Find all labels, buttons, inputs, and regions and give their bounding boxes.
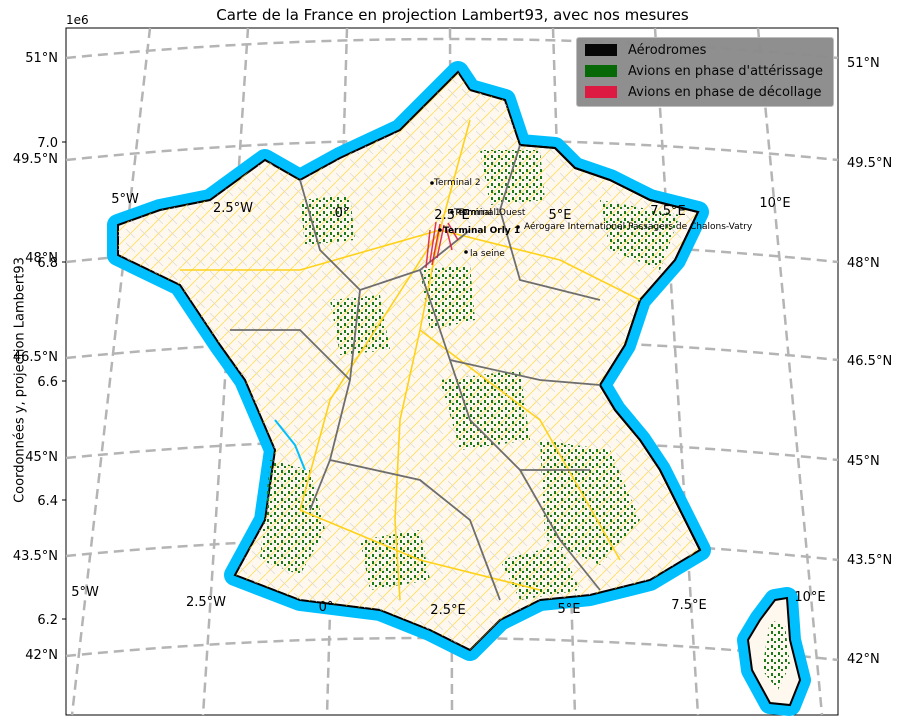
lon-label-top: 10°E: [759, 196, 790, 211]
annotation-la-seine: la seine: [470, 249, 505, 259]
aerodrome-markers: [430, 181, 520, 254]
map-title: Carte de la France en projection Lambert…: [216, 6, 689, 24]
legend-item-aerodromes: Aérodromes: [585, 40, 706, 60]
lat-label-left: 49.5°N: [13, 152, 58, 167]
lat-label-right: 43.5°N: [847, 553, 892, 568]
legend-swatch: [585, 44, 617, 56]
annotation-chalons-vatry: Aérogare International Passagers de Chal…: [524, 221, 753, 232]
annotation-terminal-ouest: Terminal Ouest: [457, 208, 526, 218]
lon-label-top: 7.5°E: [650, 204, 685, 219]
y-tick-label: 6.4: [37, 494, 58, 509]
legend-item-landing: Avions en phase d'attérissage: [585, 61, 823, 81]
lon-label-bottom: 5°W: [71, 585, 99, 600]
lon-label-top: 2.5°W: [213, 201, 253, 216]
y-ticks: [62, 141, 66, 620]
takeoff-traces: [425, 221, 459, 269]
y-tick-label: 6.8: [37, 256, 58, 271]
legend-label: Avions en phase d'attérissage: [628, 63, 823, 79]
lat-label-left: 46.5°N: [13, 350, 58, 365]
legend-item-takeoff: Avions en phase de décollage: [585, 82, 821, 102]
lon-label-top: 5°E: [549, 208, 572, 223]
lon-label-bottom: 5°E: [558, 602, 581, 617]
lon-label-top: 2.5°E: [434, 208, 469, 223]
corsica: [737, 587, 811, 716]
lat-label-left: 45°N: [25, 450, 58, 465]
annotation-terminal-orly-1: Terminal Orly 1: [443, 226, 520, 236]
legend: Aérodromes Avions en phase d'attérissage…: [576, 37, 834, 107]
lon-label-top: 0°: [335, 206, 350, 221]
legend-label: Aérodromes: [628, 42, 707, 58]
lat-label-right: 46.5°N: [847, 354, 892, 369]
y-axis-offset: 1e6: [66, 13, 89, 27]
lat-label-right: 49.5°N: [847, 156, 892, 171]
lon-label-bottom: 10°E: [794, 590, 825, 605]
lon-label-top: 5°W: [111, 192, 139, 207]
lat-label-left: 51°N: [25, 51, 58, 66]
lon-label-bottom: 0°: [319, 600, 334, 615]
lat-label-right: 45°N: [847, 454, 880, 469]
legend-swatch: [585, 86, 617, 98]
lat-label-left: 42°N: [25, 648, 58, 663]
lat-label-left: 48°N: [25, 251, 58, 266]
lon-label-bottom: 2.5°E: [430, 603, 465, 618]
annotation-terminal-1: Terminal 1: [453, 208, 501, 218]
annotation-terminal-2: Terminal 2: [433, 178, 481, 188]
gironde-estuary: [274, 419, 306, 471]
lat-label-right: 48°N: [847, 256, 880, 271]
legend-label: Avions en phase de décollage: [628, 84, 822, 100]
road-network: [180, 119, 641, 601]
lat-label-right: 51°N: [847, 56, 880, 71]
y-tick-label: 6.6: [37, 375, 58, 390]
legend-swatch: [585, 65, 617, 77]
lon-label-bottom: 2.5°W: [186, 595, 226, 610]
y-tick-label: 6.2: [37, 613, 58, 628]
lat-label-right: 42°N: [847, 652, 880, 667]
lon-label-bottom: 7.5°E: [671, 598, 706, 613]
lat-label-left: 43.5°N: [13, 549, 58, 564]
forest-areas: [260, 150, 680, 600]
y-tick-label: 7.0: [37, 136, 58, 151]
